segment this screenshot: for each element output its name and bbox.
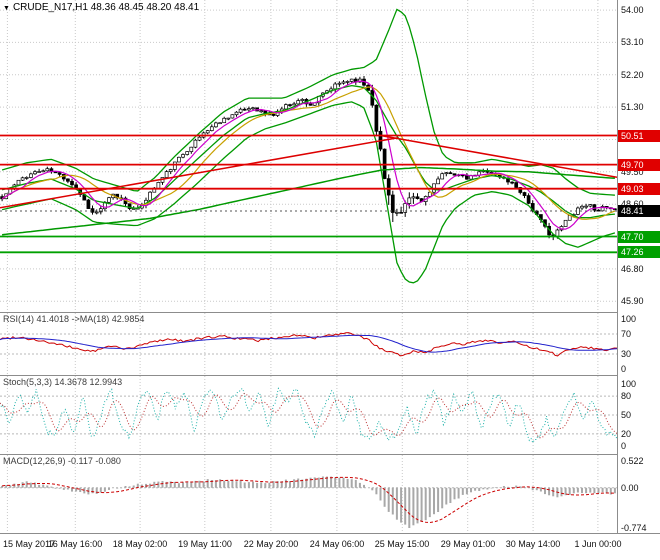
time-tick-label: 30 May 14:00 (505, 539, 561, 549)
price-axis[interactable]: 54.0053.1052.2051.3050.4049.5048.6047.70… (617, 0, 660, 533)
time-tick-label: 24 May 06:00 (309, 539, 365, 549)
axis-tick-label: 0.522 (621, 456, 644, 467)
macd-label: MACD(12,26,9) -0.117 -0.080 (3, 456, 121, 466)
stochastic-label: Stoch(5,3,3) 14.3678 12.9943 (3, 377, 123, 387)
price-chart-panel[interactable]: ▼ CRUDE_N17,H1 48.36 48.45 48.20 48.41 (0, 0, 617, 312)
chart-title-text: CRUDE_N17,H1 48.36 48.45 48.20 48.41 (12, 2, 200, 13)
axis-tick-label: 70 (621, 329, 632, 339)
axis-tick-label: 49.50 (621, 166, 644, 177)
axis-tick-label: 52.20 (621, 69, 644, 80)
axis-tick-label: 20 (621, 428, 632, 439)
axis-tick-label: 0.00 (621, 482, 639, 493)
time-tick-label: 29 May 01:00 (440, 539, 496, 549)
rsi-indicator-panel[interactable]: RSI(14) 41.4018 ->MA(18) 42.9854 (0, 313, 617, 375)
price-badge: 47.26 (618, 246, 660, 259)
stochastic-indicator-panel[interactable]: Stoch(5,3,3) 14.3678 12.9943 (0, 376, 617, 454)
price-badge: 49.03 (618, 182, 660, 195)
time-tick-label: 15 May 2017 (3, 539, 56, 549)
axis-tick-label: -0.774 (621, 522, 647, 533)
price-badge: 48.41 (618, 204, 660, 217)
axis-tick-label: 30 (621, 349, 632, 359)
axis-tick-label: 100 (621, 314, 637, 324)
axis-tick-label: 46.80 (621, 263, 644, 274)
axis-tick-label: 51.30 (621, 102, 644, 113)
rsi-label: RSI(14) 41.4018 ->MA(18) 42.9854 (3, 314, 145, 324)
price-badge: 49.70 (618, 158, 660, 171)
time-tick-label: 18 May 02:00 (112, 539, 168, 549)
panel-separator[interactable] (0, 533, 660, 534)
price-chart-canvas[interactable] (0, 0, 617, 312)
time-axis[interactable]: 15 May 2017 16 May 16:00 18 May 02:00 19 Ma… (0, 534, 660, 560)
panel-separator[interactable] (0, 375, 660, 376)
axis-tick-label: 53.10 (621, 37, 644, 48)
time-tick-label: 19 May 11:00 (178, 539, 232, 549)
time-tick-label: 22 May 20:00 (243, 539, 299, 549)
time-tick-label: 25 May 15:00 (374, 539, 430, 549)
axis-tick-label: 0 (621, 364, 627, 374)
time-tick-label: 1 Jun 00:00 (574, 539, 622, 549)
panel-separator[interactable] (0, 312, 660, 313)
axis-tick-label: 54.00 (621, 5, 644, 16)
panel-separator[interactable] (0, 454, 660, 455)
price-badge: 50.51 (618, 129, 660, 142)
axis-tick-label: 80 (621, 391, 632, 402)
price-badge: 47.70 (618, 230, 660, 243)
time-tick-label: 16 May 16:00 (47, 539, 103, 549)
axis-tick-label: 100 (621, 378, 637, 389)
macd-indicator-panel[interactable]: MACD(12,26,9) -0.117 -0.080 (0, 455, 617, 533)
macd-canvas[interactable] (0, 455, 617, 533)
axis-tick-label: 45.90 (621, 296, 644, 307)
chart-title: ▼ CRUDE_N17,H1 48.36 48.45 48.20 48.41 (3, 2, 199, 13)
rsi-canvas[interactable] (0, 313, 617, 375)
axis-tick-label: 50 (621, 410, 632, 420)
axis-tick-label: 0 (621, 441, 627, 452)
axis-tick-label: 48.60 (621, 199, 644, 209)
stochastic-canvas[interactable] (0, 376, 617, 454)
chart-shift-icon[interactable]: ▼ (3, 5, 10, 12)
